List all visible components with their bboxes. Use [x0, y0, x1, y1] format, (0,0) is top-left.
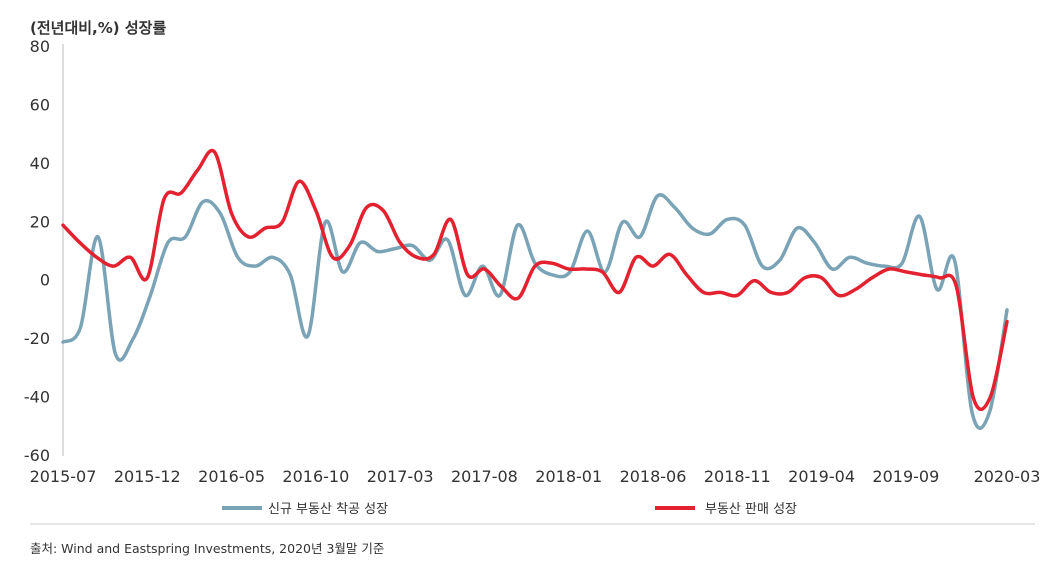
y-tick-label: 20 [30, 212, 50, 231]
x-tick-label: 2016-05 [198, 467, 265, 486]
legend-label: 신규 부동산 착공 성장 [268, 502, 388, 517]
x-axis-ticks: 2015-07 2015-12 2016-05 2016-10 2017-03 2017-… [30, 467, 1041, 486]
y-tick-label: -60 [24, 446, 50, 465]
x-tick-label: 2018-01 [535, 467, 602, 486]
legend: 신규 부동산 착공 성장 부동산 판매 성장 [222, 502, 797, 517]
series-line-new-starts [61, 193, 1009, 430]
x-tick-label: 2015-12 [114, 467, 181, 486]
y-axis-ticks: 80 60 40 20 0 -20 -40 -60 [24, 37, 50, 465]
series-lines [61, 148, 1009, 430]
y-tick-label: 0 [40, 271, 50, 290]
legend-label: 부동산 판매 성장 [705, 502, 797, 517]
y-tick-label: -20 [24, 329, 50, 348]
x-tick-label: 2017-08 [451, 467, 518, 486]
x-tick-label: 2018-11 [704, 467, 771, 486]
x-tick-label: 2017-03 [367, 467, 434, 486]
x-tick-label: 2019-09 [872, 467, 939, 486]
source-note: 출처: Wind and Eastspring Investments, 202… [30, 541, 384, 556]
y-tick-label: 40 [30, 154, 50, 173]
x-tick-label: 2019-04 [788, 467, 855, 486]
x-tick-label: 2015-07 [30, 467, 97, 486]
y-tick-label: 60 [30, 95, 50, 114]
x-tick-label: 2020-03 [974, 467, 1041, 486]
y-axis-title: (전년대비,%) 성장률 [30, 19, 166, 37]
x-tick-label: 2016-10 [282, 467, 349, 486]
y-tick-label: 80 [30, 37, 50, 56]
x-tick-label: 2018-06 [620, 467, 687, 486]
y-tick-label: -40 [24, 388, 50, 407]
series-line-sales [61, 148, 1009, 412]
